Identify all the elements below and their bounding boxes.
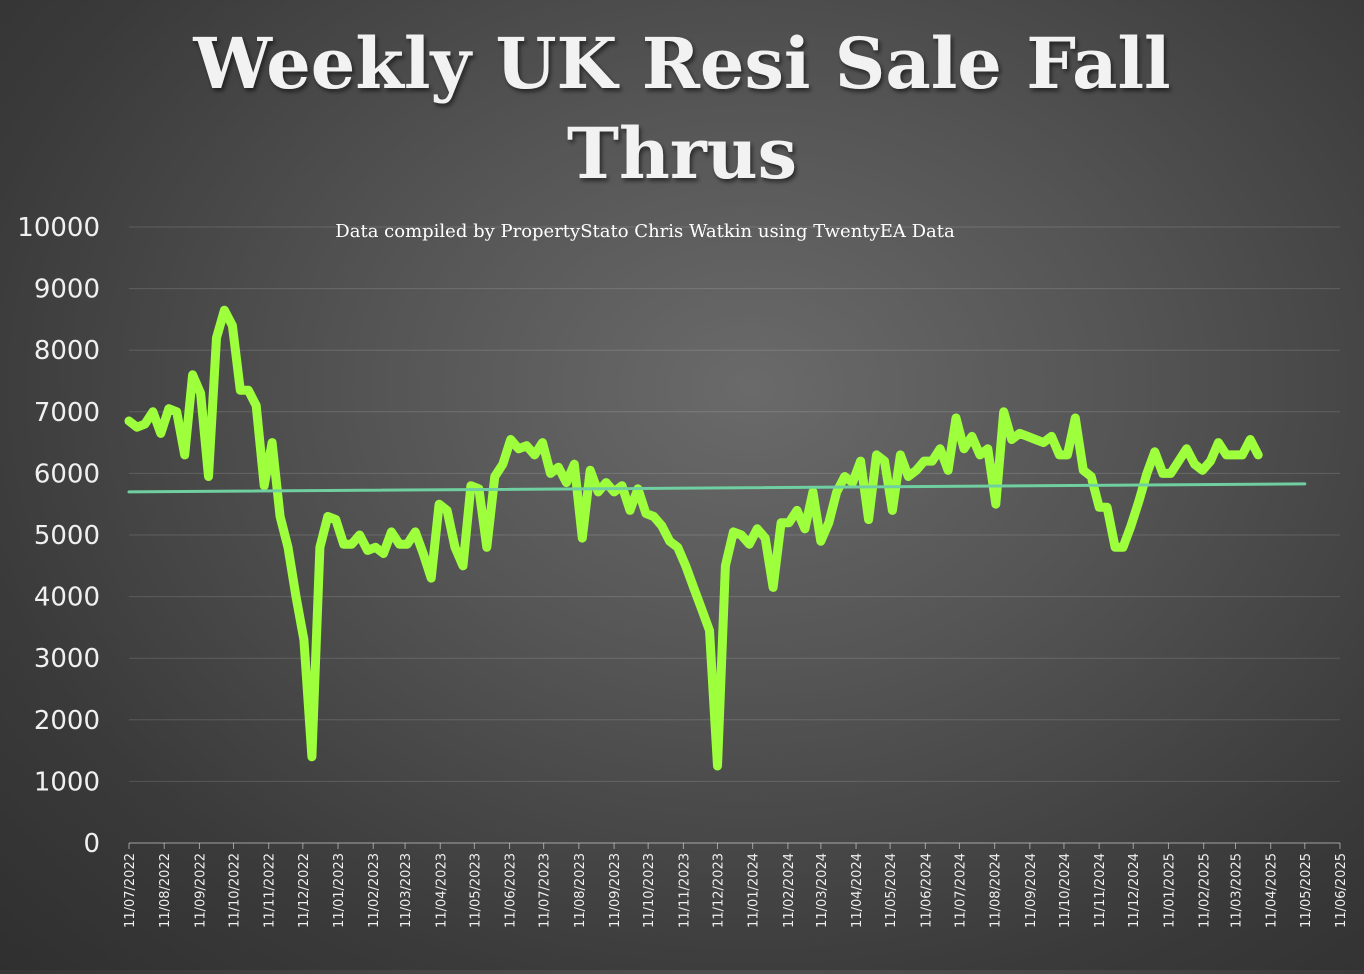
x-tick-label: 11/02/2025 [1198, 853, 1213, 928]
x-axis-tick-labels: 11/07/2022 11/08/2022 11/09/2022 11/10/2022… [123, 842, 1349, 928]
x-tick-label: 11/12/2024 [1127, 853, 1142, 928]
x-tick-label: 11/01/2023 [332, 853, 347, 928]
x-tick-label: 11/07/2024 [953, 853, 968, 928]
y-axis-tick-labels: 0 1000 2000 3000 4000 5000 6000 7000 8000 9000 100… [17, 213, 100, 859]
x-tick-label: 11/08/2024 [989, 853, 1004, 928]
y-tick-label: 0 [83, 829, 100, 859]
x-tick-label: 11/10/2023 [642, 853, 657, 928]
y-tick-label: 5000 [34, 521, 100, 551]
x-tick-label: 11/06/2024 [919, 853, 934, 928]
chart-title-line-1: Weekly UK Resi Sale Fall [192, 22, 1170, 105]
y-tick-label: 9000 [34, 275, 100, 305]
x-tick-label: 11/04/2024 [850, 853, 865, 928]
x-tick-label: 11/12/2023 [711, 853, 726, 928]
y-tick-label: 7000 [34, 398, 100, 428]
x-tick-label: 11/02/2024 [782, 853, 797, 928]
x-tick-label: 11/10/2024 [1058, 853, 1073, 928]
x-tick-label: 11/05/2025 [1299, 853, 1314, 928]
x-tick-label: 11/08/2023 [573, 853, 588, 928]
trendline [127, 482, 1307, 494]
x-tick-label: 11/06/2025 [1334, 853, 1349, 928]
y-tick-label: 4000 [34, 583, 100, 613]
x-tick-label: 11/07/2023 [538, 853, 553, 928]
x-tick-label: 11/01/2024 [747, 853, 762, 928]
y-tick-label: 6000 [34, 459, 100, 489]
x-tick-label: 11/03/2023 [399, 853, 414, 928]
x-tick-label: 11/11/2024 [1093, 853, 1108, 928]
x-tick-label: 11/09/2023 [608, 853, 623, 928]
x-tick-label: 11/03/2025 [1229, 853, 1244, 928]
y-tick-label: 8000 [34, 336, 100, 366]
weekly-series-line [124, 305, 1263, 771]
chart-title-line-2: Thrus [567, 112, 797, 195]
y-tick-label: 2000 [34, 706, 100, 736]
series-layer [124, 305, 1307, 771]
x-tick-label: 11/03/2024 [815, 853, 830, 928]
y-tick-label: 10000 [17, 213, 100, 243]
x-tick-label: 11/11/2023 [677, 853, 692, 928]
x-tick-label: 11/01/2025 [1162, 853, 1177, 928]
chart-subtitle: Data compiled by PropertyStato Chris Wat… [335, 221, 955, 242]
x-tick-label: 11/05/2024 [884, 853, 899, 928]
x-tick-label: 11/05/2023 [468, 853, 483, 928]
x-tick-label: 11/04/2025 [1265, 853, 1280, 928]
x-tick-label: 11/02/2023 [367, 853, 382, 928]
x-tick-label: 11/04/2023 [434, 853, 449, 928]
x-tick-label: 11/09/2024 [1024, 853, 1039, 928]
x-tick-label: 11/10/2022 [228, 853, 243, 928]
x-tick-label: 11/09/2022 [193, 853, 208, 928]
x-tick-label: 11/07/2022 [123, 853, 138, 928]
y-tick-label: 1000 [34, 767, 100, 797]
x-tick-label: 11/08/2022 [158, 853, 173, 928]
y-tick-label: 3000 [34, 644, 100, 674]
x-tick-label: 11/11/2022 [263, 853, 278, 928]
x-tick-label: 11/06/2023 [504, 853, 519, 928]
x-tick-label: 11/12/2022 [297, 853, 312, 928]
